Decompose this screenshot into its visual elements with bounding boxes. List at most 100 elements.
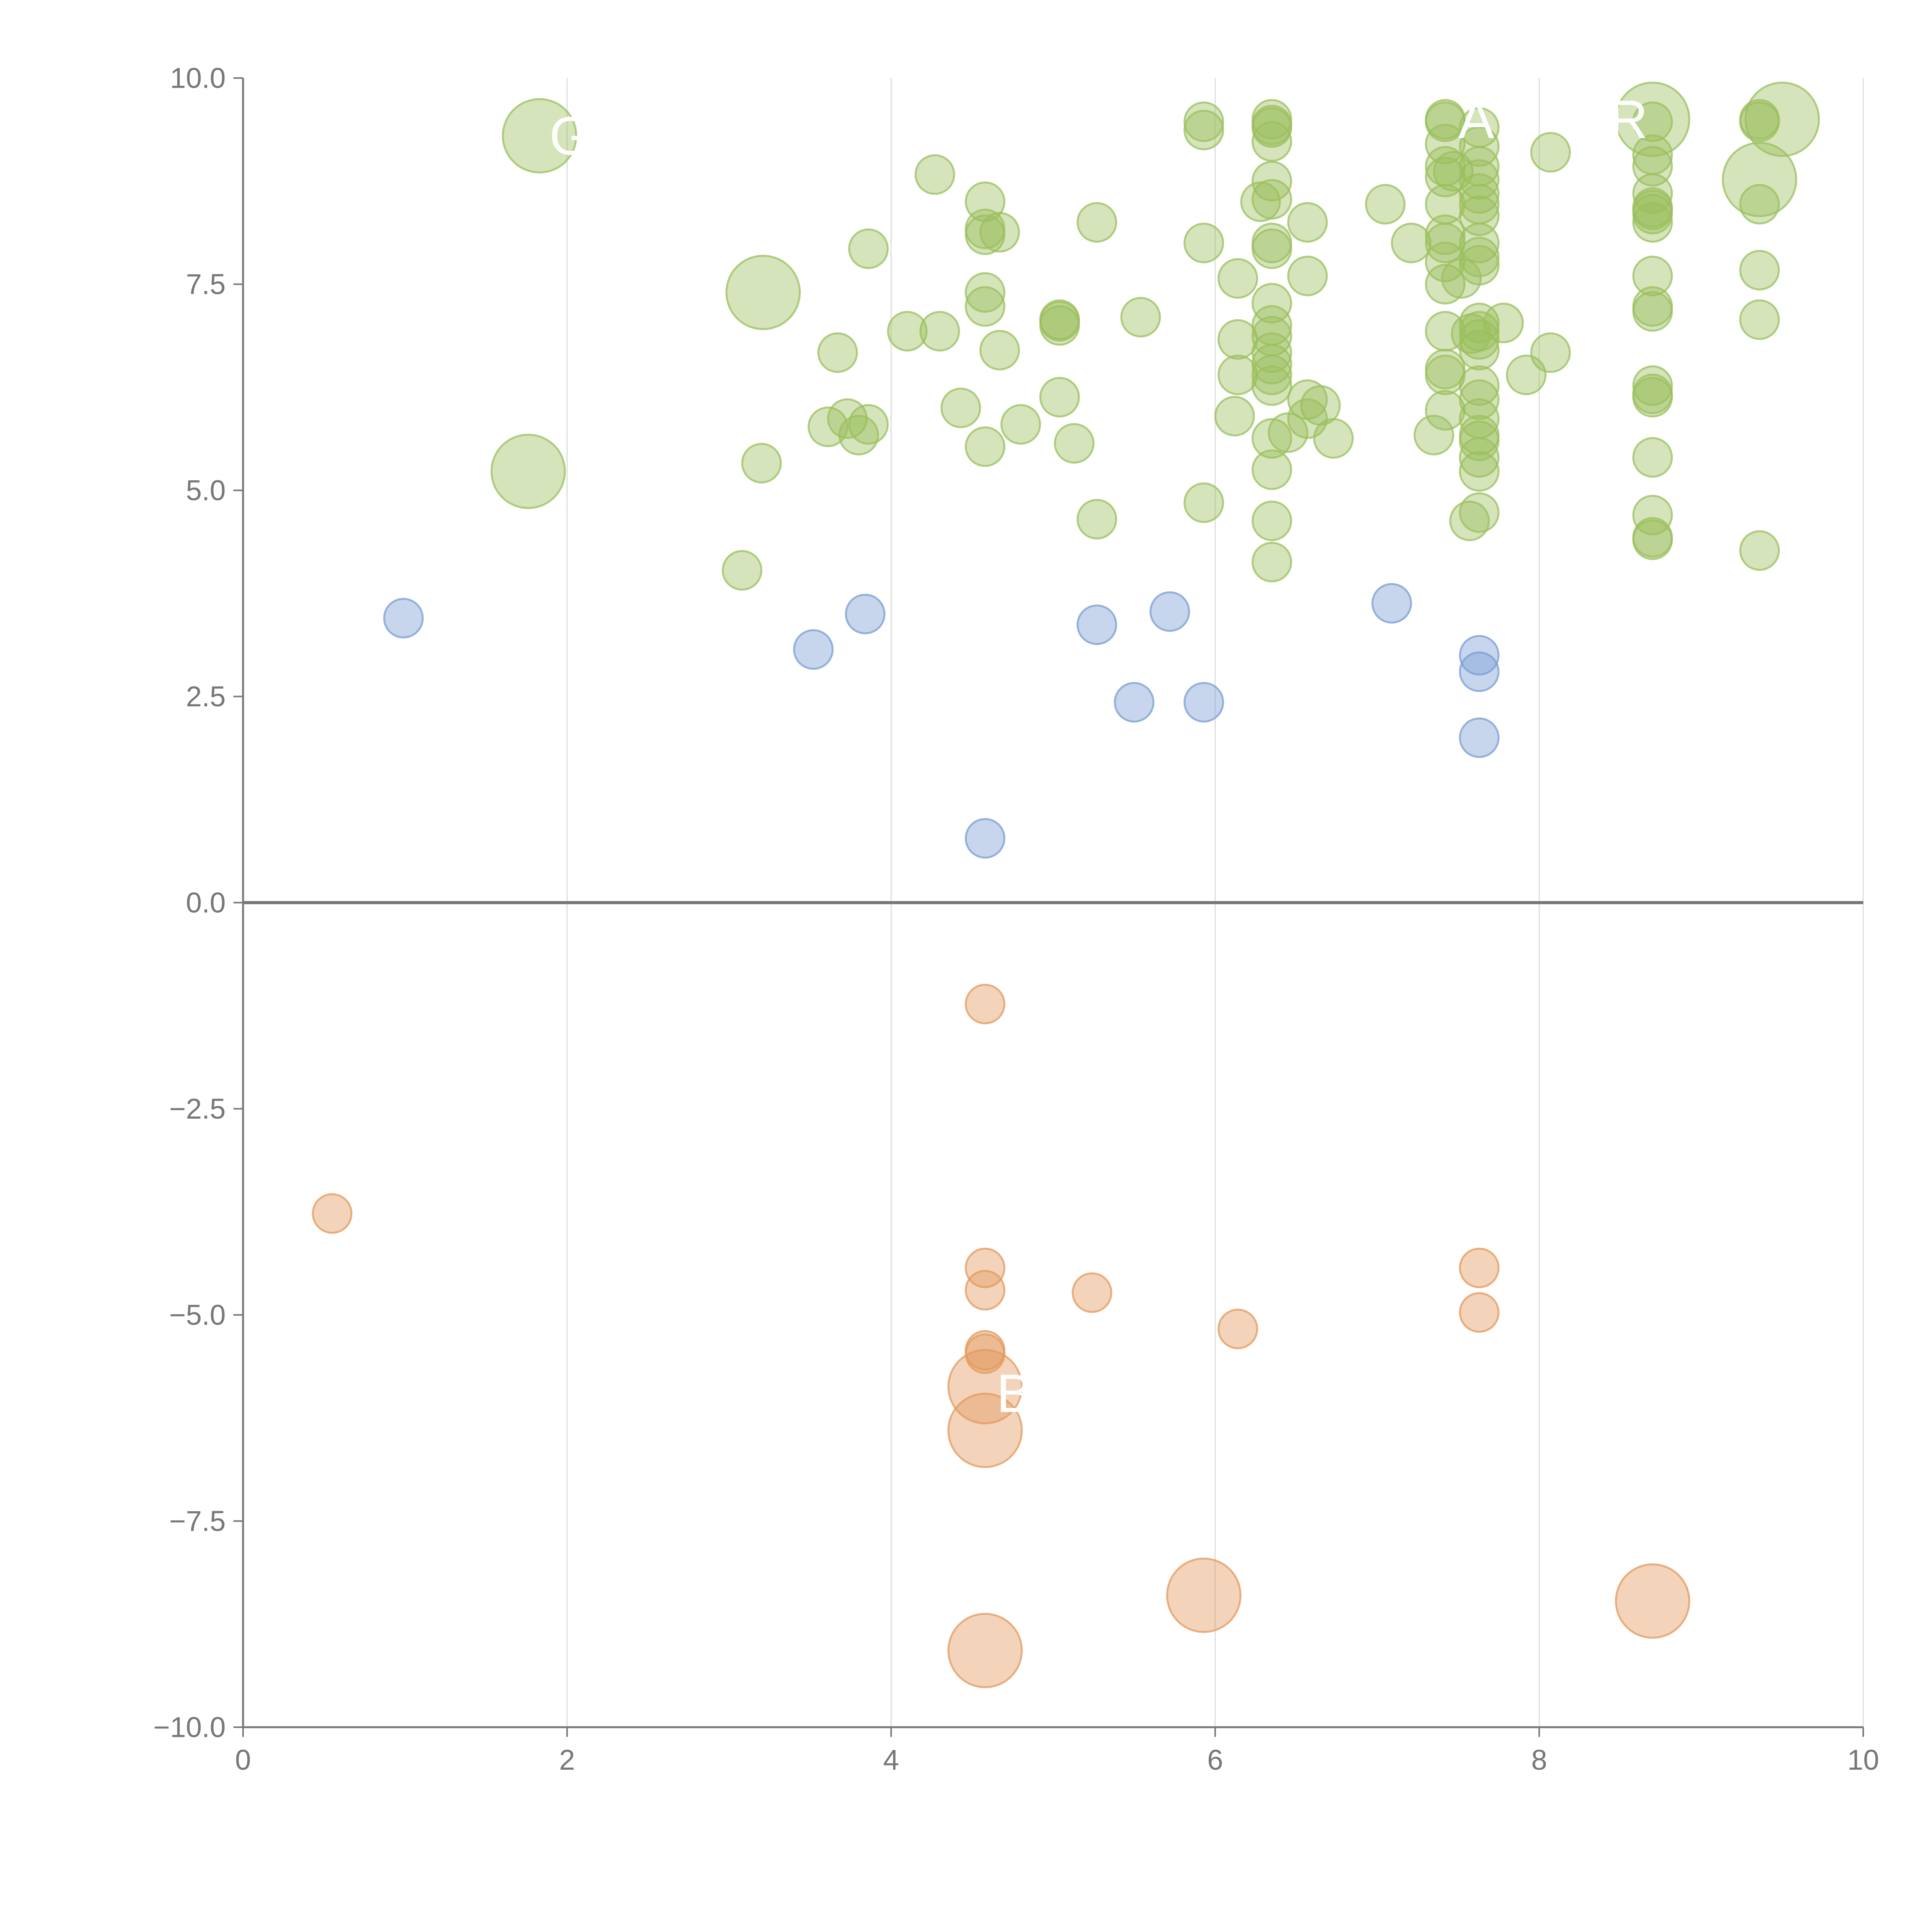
x-tick-label: 2 <box>559 1744 575 1776</box>
data-point-orange <box>947 1613 1023 1689</box>
data-point-green <box>1459 365 1500 406</box>
data-point-green <box>1459 245 1500 286</box>
data-point-orange <box>1459 1247 1500 1288</box>
data-point-orange <box>947 1393 1023 1468</box>
data-point-orange <box>964 1247 1005 1288</box>
data-point-green <box>919 311 960 352</box>
data-point-green <box>1313 418 1354 459</box>
data-point-blue <box>1149 591 1190 632</box>
data-point-green <box>1425 101 1466 142</box>
y-tick-label: −2.5 <box>169 1093 226 1125</box>
data-point-green <box>1615 82 1690 157</box>
data-point-green <box>1739 101 1780 142</box>
data-point-green <box>1425 242 1466 282</box>
data-point-orange <box>964 1333 1005 1374</box>
data-point-green <box>1449 500 1490 541</box>
data-point-blue <box>793 629 834 670</box>
data-point-green <box>1077 499 1117 540</box>
data-point-green <box>940 388 981 429</box>
data-point-green <box>1054 423 1095 464</box>
data-point-blue <box>1459 651 1500 692</box>
data-point-green <box>1252 365 1293 406</box>
points-layer <box>312 82 1820 1689</box>
x-tick-label: 0 <box>235 1744 251 1776</box>
data-point-green <box>502 98 577 173</box>
y-tick-label: −5.0 <box>169 1299 226 1331</box>
x-tick-label: 8 <box>1531 1744 1547 1776</box>
data-point-green <box>1252 344 1293 384</box>
data-point-blue <box>845 594 886 634</box>
data-point-orange <box>947 1349 1023 1425</box>
y-tick-label: −7.5 <box>169 1505 226 1537</box>
data-point-orange <box>312 1193 353 1234</box>
data-point-green <box>964 272 1005 313</box>
data-point-green <box>1739 299 1780 340</box>
data-point-blue <box>1114 682 1155 723</box>
y-tick-label: 10.0 <box>170 62 226 94</box>
data-point-green <box>1632 437 1673 478</box>
data-point-green <box>1252 228 1293 269</box>
data-point-green <box>1632 173 1673 214</box>
data-point-green <box>1744 82 1820 157</box>
data-point-green <box>1218 354 1259 395</box>
data-point-green <box>1722 141 1798 217</box>
data-point-green <box>914 154 955 195</box>
data-point-green <box>1425 124 1466 165</box>
data-point-green <box>1632 291 1673 332</box>
data-point-green <box>817 332 858 373</box>
data-point-blue <box>1459 717 1500 758</box>
data-point-orange <box>1615 1563 1690 1639</box>
data-point-green <box>979 212 1020 253</box>
data-point-green <box>1632 202 1673 243</box>
data-point-green <box>1287 202 1328 243</box>
point-label: R <box>1609 89 1648 150</box>
data-point-green <box>1459 173 1500 214</box>
x-tick-label: 10 <box>1847 1744 1879 1776</box>
data-point-blue <box>1459 635 1500 676</box>
data-point-green <box>721 550 762 591</box>
data-point-green <box>1214 396 1255 437</box>
data-point-green <box>1039 377 1080 418</box>
data-point-green <box>1425 264 1466 304</box>
data-point-green <box>1459 223 1500 264</box>
data-point-green <box>725 255 801 330</box>
data-point-green <box>1459 420 1500 461</box>
data-point-green <box>1459 319 1500 360</box>
data-point-green <box>964 214 1005 255</box>
data-point-green <box>1459 236 1500 277</box>
data-point-green <box>1632 365 1673 406</box>
data-point-green <box>848 228 889 269</box>
data-point-green <box>1483 303 1524 344</box>
data-point-orange <box>1071 1272 1112 1313</box>
x-tick-label: 4 <box>883 1744 899 1776</box>
data-point-green <box>1739 250 1780 291</box>
y-tick-label: 5.0 <box>186 474 226 507</box>
data-point-green <box>1425 390 1466 431</box>
data-point-blue <box>964 818 1005 859</box>
data-point-green <box>1459 451 1500 492</box>
data-point-green <box>964 286 1005 327</box>
axis-layer: −10.0 −7.5 −5.0 −2.5 0.0 2.5 5.0 7.5 10.0 0 2 4 6 8 10 <box>153 62 1879 1776</box>
data-point-green <box>1252 121 1293 162</box>
label-layer: G B A R <box>549 89 1648 1423</box>
data-point-blue <box>1371 583 1412 624</box>
data-point-green <box>1632 255 1673 296</box>
data-point-green <box>1506 354 1547 395</box>
data-point-green <box>1287 255 1328 296</box>
data-point-green <box>1252 283 1293 324</box>
data-point-green <box>1252 418 1293 459</box>
point-label: A <box>1458 89 1495 150</box>
data-point-green <box>1183 482 1224 523</box>
data-point-orange <box>1218 1308 1259 1349</box>
data-point-green <box>1459 437 1500 478</box>
data-point-green <box>490 434 566 509</box>
data-point-green <box>838 415 879 456</box>
data-point-blue <box>383 598 424 639</box>
data-point-green <box>1365 184 1406 225</box>
data-point-green <box>1632 101 1673 142</box>
data-point-green <box>1252 500 1293 541</box>
data-point-green <box>1252 161 1293 202</box>
data-point-blue <box>1183 682 1224 723</box>
